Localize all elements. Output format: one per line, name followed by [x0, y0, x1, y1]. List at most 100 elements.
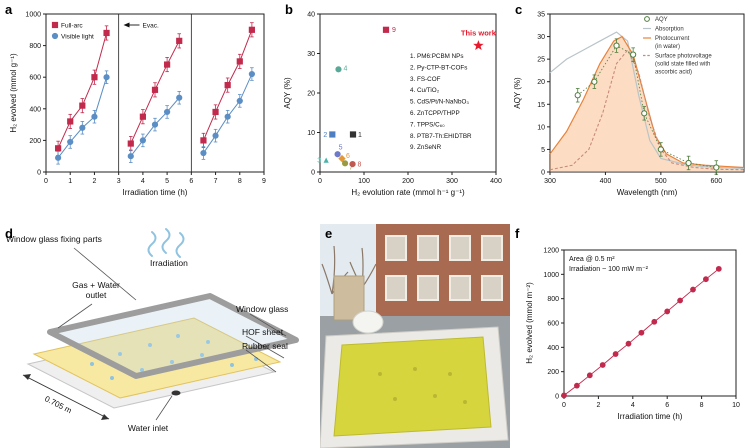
svg-text:H₂ evolution rate (mmol h⁻¹ g⁻: H₂ evolution rate (mmol h⁻¹ g⁻¹) [351, 188, 465, 197]
svg-text:9: 9 [392, 27, 396, 34]
svg-text:Surface photovoltage: Surface photovoltage [655, 54, 712, 60]
label-window-glass: Window glass [236, 304, 288, 314]
svg-text:(in water): (in water) [655, 44, 680, 50]
svg-text:600: 600 [29, 75, 41, 82]
svg-text:6. ZnTCPP/THPP: 6. ZnTCPP/THPP [410, 110, 460, 117]
svg-text:6: 6 [189, 178, 193, 185]
svg-text:2: 2 [596, 402, 600, 409]
satellite-dish [352, 310, 384, 334]
svg-text:0: 0 [44, 178, 48, 185]
svg-text:0: 0 [541, 170, 545, 177]
svg-text:Evac.: Evac. [143, 23, 159, 30]
svg-text:7. TPPS/C₆₀: 7. TPPS/C₆₀ [410, 121, 445, 128]
svg-text:0: 0 [562, 402, 566, 409]
label-fixing-parts: Window glass fixing parts [6, 234, 102, 244]
panel-c-letter: c [515, 2, 523, 17]
svg-text:7: 7 [214, 178, 218, 185]
svg-text:(solid state filled with: (solid state filled with [655, 62, 710, 68]
svg-text:9: 9 [262, 178, 266, 185]
svg-text:1000: 1000 [25, 12, 41, 19]
svg-text:4. Cu/TiO₂: 4. Cu/TiO₂ [410, 87, 440, 94]
svg-text:30: 30 [537, 34, 545, 41]
chart-a: 0 1 2 3 4 5 6 7 8 9 0 200 400 600 800 1000 Irradiation t… [9, 12, 266, 198]
svg-text:3: 3 [117, 178, 121, 185]
outdoor-photo [320, 224, 510, 448]
svg-text:20: 20 [537, 79, 545, 86]
svg-text:1. PM6:PCBM NPs: 1. PM6:PCBM NPs [410, 53, 464, 60]
svg-text:8: 8 [700, 402, 704, 409]
svg-text:6: 6 [665, 402, 669, 409]
svg-text:5: 5 [165, 178, 169, 185]
panel-f-letter: f [515, 226, 520, 241]
label-water-inlet: Water inlet [128, 423, 169, 433]
label-dimension: 0.705 m [43, 394, 73, 415]
svg-text:Irradiation ~ 100 mW m⁻²: Irradiation ~ 100 mW m⁻² [569, 266, 649, 273]
svg-text:AQY: AQY [655, 17, 668, 23]
svg-text:25: 25 [537, 57, 545, 64]
svg-text:5: 5 [541, 147, 545, 154]
svg-text:4: 4 [141, 178, 145, 185]
svg-text:1: 1 [68, 178, 72, 185]
svg-text:9. ZnSeNR: 9. ZnSeNR [410, 144, 442, 151]
svg-text:0: 0 [37, 170, 41, 177]
svg-text:5. CdS/Pt/N-NaNbO₃: 5. CdS/Pt/N-NaNbO₃ [410, 99, 469, 106]
photo-windows [385, 235, 503, 301]
panel-f: f 0 2 4 6 8 10 0 200 400 600 800 1000 1200 Irradiatio… [510, 224, 750, 448]
svg-text:8: 8 [358, 161, 362, 168]
svg-text:Visible light: Visible light [61, 34, 94, 41]
svg-text:20: 20 [307, 91, 315, 98]
svg-text:1000: 1000 [543, 272, 559, 279]
svg-text:This work: This work [461, 29, 497, 38]
svg-text:600: 600 [547, 321, 559, 328]
svg-text:800: 800 [29, 43, 41, 50]
dimension-arrow [22, 374, 110, 420]
svg-text:10: 10 [732, 402, 740, 409]
label-hof-sheet: HOF sheet [242, 327, 284, 337]
label-outlet-line2: outlet [86, 290, 107, 300]
svg-text:7: 7 [349, 165, 353, 172]
svg-text:800: 800 [547, 296, 559, 303]
svg-text:AQY (%): AQY (%) [513, 77, 522, 109]
svg-text:30: 30 [307, 51, 315, 58]
svg-text:H₂ evolved (mmol m⁻²): H₂ evolved (mmol m⁻²) [525, 282, 534, 364]
svg-text:300: 300 [544, 178, 556, 185]
panel-a-letter: a [5, 2, 13, 17]
svg-text:15: 15 [537, 102, 545, 109]
chart-c: 300 400 500 600 0 5 10 15 20 25 30 35 Wavelength (nm… [513, 12, 745, 197]
svg-text:10: 10 [537, 124, 545, 131]
svg-text:1200: 1200 [543, 248, 559, 255]
svg-text:5: 5 [339, 145, 343, 152]
svg-text:Irradiation time (h): Irradiation time (h) [123, 188, 188, 197]
device-schematic: Window glass fixing parts Irradiation Ga… [6, 228, 299, 433]
svg-text:H₂ evolved (mmol g⁻¹): H₂ evolved (mmol g⁻¹) [9, 53, 18, 133]
panel-b: b 0 100 200 300 400 0 10 20 30 40 H₂ evolution rat… [280, 0, 510, 224]
panel-d-letter: d [5, 226, 13, 241]
window-glass-layer [47, 293, 299, 379]
svg-text:0: 0 [318, 178, 322, 185]
svg-text:3. FS-COF: 3. FS-COF [410, 76, 441, 83]
water-inlet-port [171, 390, 181, 396]
chart-f: 0 2 4 6 8 10 0 200 400 600 800 1000 1200 Irradiation … [525, 248, 740, 422]
reactor-dots [378, 367, 467, 404]
svg-text:4: 4 [343, 66, 347, 73]
svg-text:400: 400 [29, 106, 41, 113]
svg-text:400: 400 [600, 178, 612, 185]
panel-e-letter: e [325, 226, 333, 241]
svg-text:2. Py-CTP-BT-COFs: 2. Py-CTP-BT-COFs [410, 64, 467, 71]
irradiation-rays-icon [147, 228, 185, 258]
label-outlet-line1: Gas + Water [72, 280, 120, 290]
svg-text:AQY (%): AQY (%) [283, 77, 292, 109]
svg-text:200: 200 [29, 138, 41, 145]
panel-d: d [0, 224, 320, 448]
svg-text:Area @ 0.5 m²: Area @ 0.5 m² [569, 256, 615, 263]
svg-text:Absorption: Absorption [655, 27, 684, 33]
svg-text:8: 8 [238, 178, 242, 185]
svg-text:0: 0 [555, 394, 559, 401]
svg-text:0: 0 [311, 170, 315, 177]
chart-b: 0 100 200 300 400 0 10 20 30 40 H₂ evolution rate … [283, 12, 502, 198]
svg-text:200: 200 [547, 369, 559, 376]
svg-text:Photocurrent: Photocurrent [655, 36, 690, 42]
svg-text:400: 400 [490, 178, 502, 185]
svg-text:10: 10 [307, 130, 315, 137]
svg-text:8. PTB7-Th:EHIDTBR: 8. PTB7-Th:EHIDTBR [410, 133, 472, 140]
